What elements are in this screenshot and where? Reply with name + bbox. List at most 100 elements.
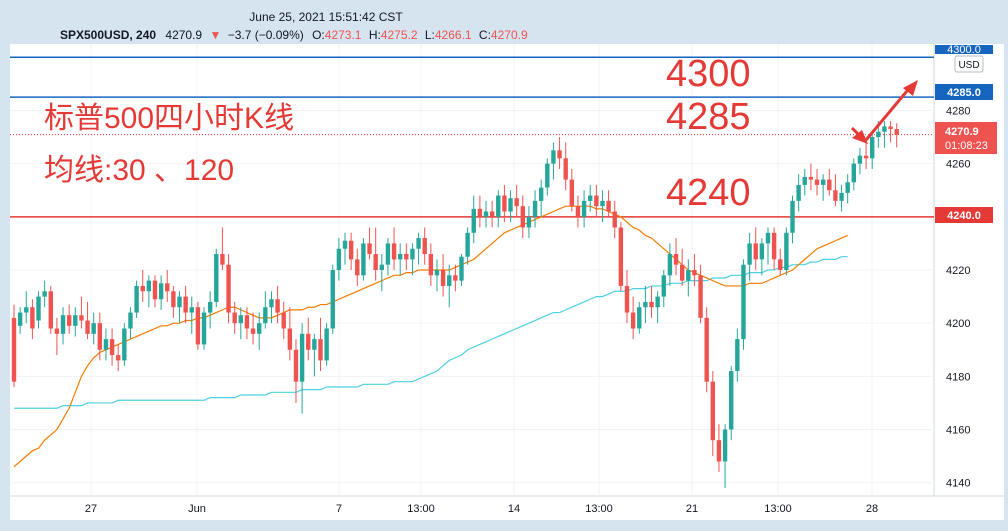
- candle-body: [722, 429, 728, 462]
- candle-body: [397, 254, 403, 260]
- candle: [269, 291, 274, 324]
- candle-body: [802, 176, 807, 185]
- candle-body: [526, 216, 532, 228]
- currency-label: USD: [958, 60, 979, 71]
- candle-body: [649, 301, 654, 308]
- candle-body: [73, 315, 78, 326]
- candle: [538, 179, 544, 217]
- candle-body: [257, 323, 262, 334]
- candle-body: [410, 248, 415, 260]
- candle-body: [207, 301, 213, 313]
- candle-body: [465, 232, 470, 257]
- candle-body: [704, 317, 709, 382]
- candle: [796, 174, 801, 212]
- candle: [753, 227, 758, 270]
- annotation-level-4240: 4240: [666, 172, 751, 214]
- candle-body: [269, 299, 274, 308]
- candle: [686, 259, 691, 297]
- candle-body: [655, 296, 660, 308]
- candle: [42, 280, 47, 308]
- candle: [649, 285, 654, 318]
- candle-body: [489, 211, 495, 217]
- candle-body: [863, 155, 869, 159]
- candle: [122, 323, 127, 366]
- candle: [361, 238, 366, 281]
- candle: [643, 285, 648, 324]
- candle-body: [692, 270, 697, 276]
- candle: [195, 301, 201, 350]
- header-open-value: 4273.1: [325, 28, 362, 42]
- candle: [293, 339, 299, 403]
- header-symbol: SPX500USD, 240: [60, 28, 156, 42]
- candle: [158, 275, 164, 310]
- candle-body: [698, 275, 703, 318]
- annotation-level-4300: 4300: [666, 53, 751, 95]
- candle: [588, 184, 593, 212]
- time-tick-label: 14: [508, 503, 520, 515]
- time-tick-label: 13:00: [585, 503, 613, 515]
- candle: [851, 158, 857, 191]
- candle: [594, 184, 599, 217]
- candle: [91, 312, 96, 345]
- candle-body: [741, 264, 746, 340]
- candle: [820, 174, 826, 201]
- candle: [152, 275, 158, 308]
- candle-body: [612, 211, 617, 228]
- candle-body: [857, 155, 863, 164]
- header-high-label: H:: [369, 28, 381, 42]
- candle-body: [342, 240, 348, 249]
- candle: [373, 227, 378, 281]
- candle: [287, 307, 293, 361]
- candle-body: [17, 312, 23, 326]
- candle-body: [177, 296, 182, 308]
- annotation-ma-note: 均线:30 、120: [44, 154, 234, 187]
- candle: [140, 270, 145, 302]
- ma120-layer: [14, 256, 848, 409]
- candle: [244, 307, 250, 340]
- candle-body: [42, 291, 47, 297]
- candle: [109, 328, 115, 366]
- time-tick-label: 21: [686, 503, 698, 515]
- candle: [250, 312, 256, 345]
- candle: [465, 227, 470, 265]
- candle-body: [581, 200, 587, 217]
- candle-body: [36, 296, 41, 321]
- candle: [134, 280, 139, 318]
- candle: [428, 243, 434, 286]
- candle-body: [367, 243, 372, 255]
- candle-body: [103, 339, 109, 350]
- candle: [575, 195, 581, 228]
- price-tick-label: 4160: [946, 425, 970, 437]
- candle: [410, 243, 415, 276]
- candle-body: [318, 339, 323, 361]
- candle: [238, 307, 244, 340]
- candle-body: [428, 254, 434, 276]
- candle: [324, 323, 329, 366]
- candle: [870, 131, 875, 169]
- candle: [48, 285, 53, 334]
- candle-body: [11, 317, 17, 382]
- candle-body: [355, 259, 360, 276]
- candle-body: [128, 312, 133, 329]
- candle: [747, 232, 752, 281]
- candle-body: [814, 179, 820, 185]
- candle-body: [275, 299, 280, 313]
- candle-body: [545, 163, 550, 188]
- candle: [716, 424, 722, 473]
- candle-body: [281, 312, 286, 329]
- candle-body: [91, 323, 96, 334]
- candle-body: [336, 248, 342, 270]
- currency-badge[interactable]: USD: [954, 55, 984, 73]
- candle: [379, 254, 384, 292]
- candle: [97, 312, 103, 361]
- candle-body: [716, 440, 722, 462]
- candle-body: [710, 381, 716, 441]
- candle: [471, 195, 476, 244]
- candle-body: [79, 315, 84, 321]
- bar-countdown: 01:08:23: [945, 140, 988, 152]
- candle-body: [870, 137, 875, 159]
- candle: [569, 168, 575, 212]
- price-tick-label: 4200: [946, 318, 970, 330]
- candle: [502, 184, 507, 223]
- candle: [367, 227, 372, 260]
